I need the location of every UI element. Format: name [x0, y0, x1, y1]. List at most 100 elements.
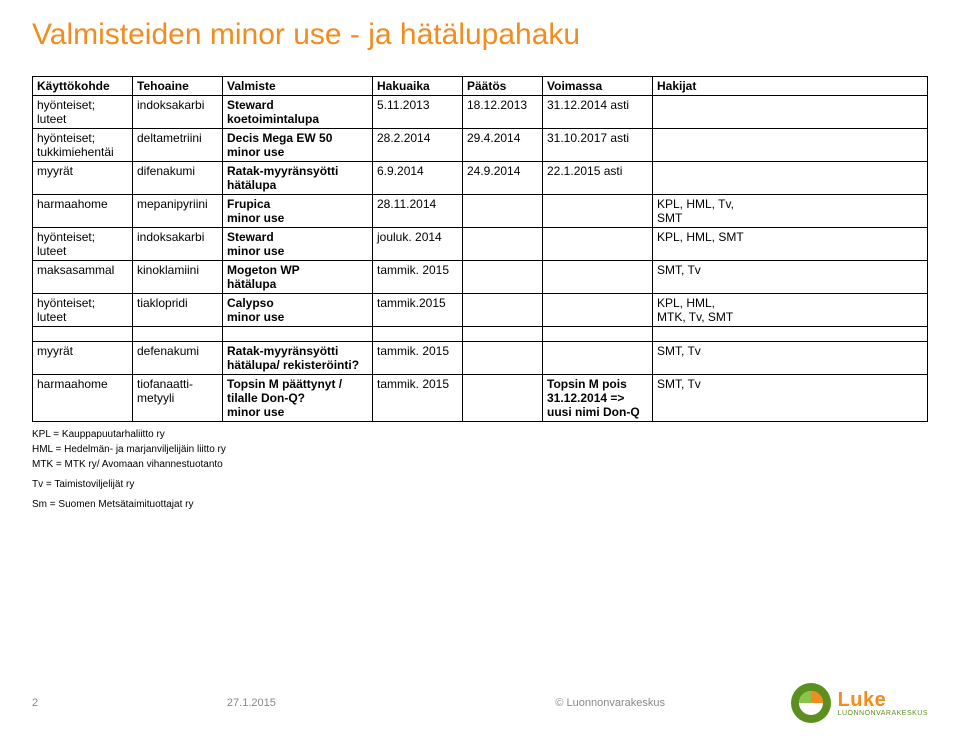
table-cell: [653, 96, 928, 129]
table-row: harmaahometiofanaatti-metyyliTopsin M pä…: [33, 375, 928, 422]
table-cell: 28.2.2014: [373, 129, 463, 162]
table-cell: Ratak-myyränsyöttihätälupa/ rekisteröint…: [223, 342, 373, 375]
table-cell: kinoklamiini: [133, 261, 223, 294]
table-row: hyönteiset;luteetindoksakarbiStewardkoet…: [33, 96, 928, 129]
table-cell: Ratak-myyränsyöttihätälupa: [223, 162, 373, 195]
table-cell: difenakumi: [133, 162, 223, 195]
col-voimassa: Voimassa: [543, 77, 653, 96]
table-cell: [543, 342, 653, 375]
table-spacer-row: [33, 327, 928, 342]
col-paatos: Päätös: [463, 77, 543, 96]
table-cell: Topsin M päättynyt /tilalle Don-Q?minor …: [223, 375, 373, 422]
table-cell: [463, 261, 543, 294]
table-cell: KPL, HML, Tv,SMT: [653, 195, 928, 228]
table-cell: [653, 129, 928, 162]
table-cell: tammik. 2015: [373, 261, 463, 294]
table-cell: Decis Mega EW 50minor use: [223, 129, 373, 162]
table-cell: 28.11.2014: [373, 195, 463, 228]
table-cell: indoksakarbi: [133, 228, 223, 261]
table-cell: myyrät: [33, 162, 133, 195]
spacer-cell: [33, 327, 133, 342]
table-cell: hyönteiset;luteet: [33, 294, 133, 327]
table-cell: 22.1.2015 asti: [543, 162, 653, 195]
table-cell: 31.12.2014 asti: [543, 96, 653, 129]
table-cell: maksasammal: [33, 261, 133, 294]
page-number: 2: [32, 697, 72, 709]
table-row: harmaahomemepanipyriiniFrupicaminor use2…: [33, 195, 928, 228]
col-valmiste: Valmiste: [223, 77, 373, 96]
table-cell: Stewardminor use: [223, 228, 373, 261]
note-tv: Tv = Taimistoviljelijät ry: [32, 478, 928, 492]
spacer-cell: [463, 327, 543, 342]
table-cell: [463, 228, 543, 261]
page-title: Valmisteiden minor use - ja hätälupahaku: [32, 18, 928, 52]
table-body: hyönteiset;luteetindoksakarbiStewardkoet…: [33, 96, 928, 422]
table-cell: [543, 195, 653, 228]
table-cell: SMT, Tv: [653, 342, 928, 375]
table-cell: jouluk. 2014: [373, 228, 463, 261]
spacer-cell: [373, 327, 463, 342]
table-cell: tiofanaatti-metyyli: [133, 375, 223, 422]
table-cell: SMT, Tv: [653, 261, 928, 294]
luke-logo-text: Luke LUONNONVARAKESKUS: [838, 690, 928, 717]
table-row: hyönteiset;tukkimiehentäideltametriiniDe…: [33, 129, 928, 162]
table-cell: 6.9.2014: [373, 162, 463, 195]
table-cell: defenakumi: [133, 342, 223, 375]
table-cell: myyrät: [33, 342, 133, 375]
table-cell: [463, 294, 543, 327]
table-cell: [463, 195, 543, 228]
table-cell: Mogeton WPhätälupa: [223, 261, 373, 294]
note-hml: HML = Hedelmän- ja marjanviljelijäin lii…: [32, 443, 928, 457]
table-cell: tammik.2015: [373, 294, 463, 327]
footer-copyright: © Luonnonvarakeskus: [431, 697, 790, 709]
table-row: myyrätdifenakumiRatak-myyränsyöttihätälu…: [33, 162, 928, 195]
table-cell: harmaahome: [33, 375, 133, 422]
table-cell: hyönteiset;luteet: [33, 96, 133, 129]
table-cell: [653, 162, 928, 195]
table-cell: 18.12.2013: [463, 96, 543, 129]
table-cell: 5.11.2013: [373, 96, 463, 129]
permit-table: Käyttökohde Tehoaine Valmiste Hakuaika P…: [32, 76, 928, 422]
footer: 2 27.1.2015 © Luonnonvarakeskus Luke LUO…: [32, 682, 928, 724]
table-cell: [543, 261, 653, 294]
table-cell: 24.9.2014: [463, 162, 543, 195]
logo-main: Luke: [838, 690, 928, 710]
table-row: hyönteiset;luteettiaklopridiCalypsominor…: [33, 294, 928, 327]
table-cell: [543, 228, 653, 261]
abbrev-notes: KPL = Kauppapuutarhaliitto ry HML = Hede…: [32, 428, 928, 512]
table-cell: hyönteiset;tukkimiehentäi: [33, 129, 133, 162]
table-cell: [463, 375, 543, 422]
spacer-cell: [543, 327, 653, 342]
table-cell: tammik. 2015: [373, 342, 463, 375]
note-mtk: MTK = MTK ry/ Avomaan vihannestuotanto: [32, 458, 928, 472]
table-cell: hyönteiset;luteet: [33, 228, 133, 261]
table-cell: deltametriini: [133, 129, 223, 162]
table-cell: harmaahome: [33, 195, 133, 228]
luke-logo-icon: [790, 682, 832, 724]
table-cell: [463, 342, 543, 375]
table-cell: SMT, Tv: [653, 375, 928, 422]
table-cell: [543, 294, 653, 327]
table-cell: KPL, HML, SMT: [653, 228, 928, 261]
col-kayttokohde: Käyttökohde: [33, 77, 133, 96]
table-cell: Calypsominor use: [223, 294, 373, 327]
col-hakuaika: Hakuaika: [373, 77, 463, 96]
table-cell: Stewardkoetoimintalupa: [223, 96, 373, 129]
spacer-cell: [133, 327, 223, 342]
table-cell: Frupicaminor use: [223, 195, 373, 228]
footer-date: 27.1.2015: [72, 697, 431, 709]
col-hakijat: Hakijat: [653, 77, 928, 96]
table-cell: 31.10.2017 asti: [543, 129, 653, 162]
table-row: maksasammalkinoklamiiniMogeton WPhätälup…: [33, 261, 928, 294]
table-cell: indoksakarbi: [133, 96, 223, 129]
spacer-cell: [653, 327, 928, 342]
spacer-cell: [223, 327, 373, 342]
note-kpl: KPL = Kauppapuutarhaliitto ry: [32, 428, 928, 442]
table-cell: KPL, HML,MTK, Tv, SMT: [653, 294, 928, 327]
luke-logo: Luke LUONNONVARAKESKUS: [790, 682, 928, 724]
logo-sub: LUONNONVARAKESKUS: [838, 710, 928, 717]
table-cell: 29.4.2014: [463, 129, 543, 162]
table-row: myyrätdefenakumiRatak-myyränsyöttihätälu…: [33, 342, 928, 375]
table-cell: tammik. 2015: [373, 375, 463, 422]
table-row: hyönteiset;luteetindoksakarbiStewardmino…: [33, 228, 928, 261]
